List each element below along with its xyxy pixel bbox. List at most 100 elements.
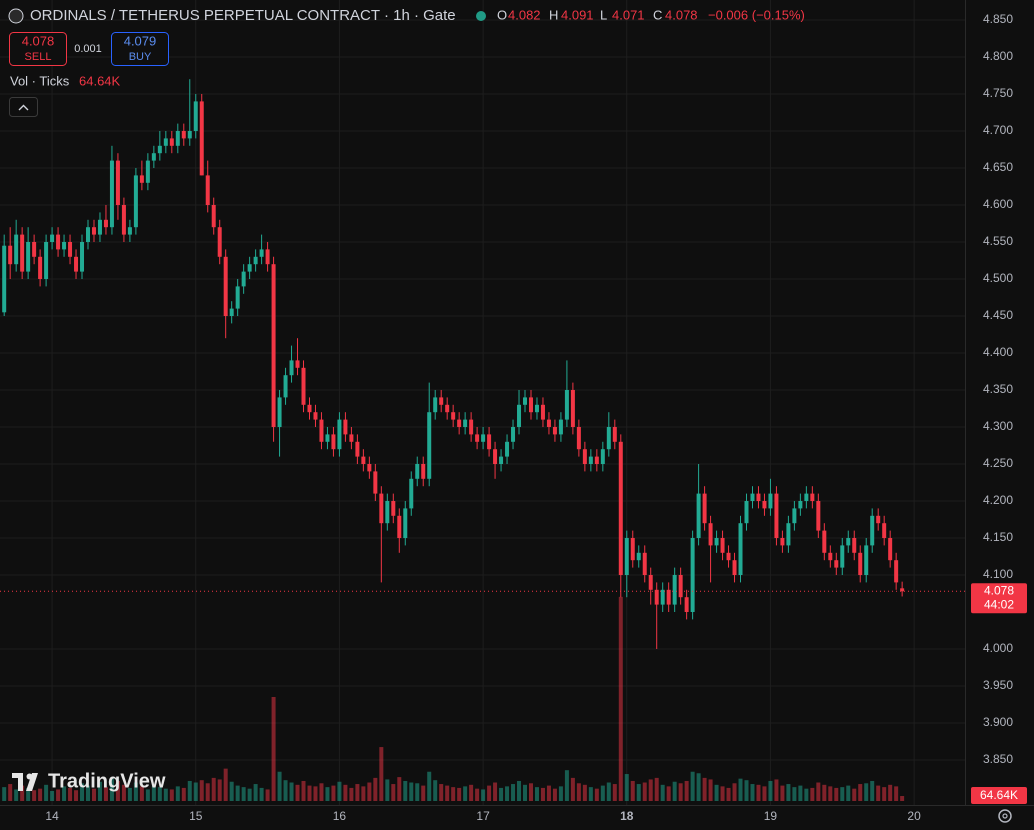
candle-body <box>205 175 210 205</box>
volume-bar <box>834 787 839 801</box>
volume-bar <box>20 785 25 801</box>
candle-body <box>822 530 827 553</box>
candle-body <box>103 219 108 228</box>
volume-bar <box>876 785 881 801</box>
volume-bar <box>403 780 408 801</box>
volume-bar <box>666 786 671 801</box>
candle-body <box>319 419 324 442</box>
candle-body <box>738 523 743 575</box>
volume-bar <box>175 786 180 801</box>
volume-bar <box>708 779 713 801</box>
volume-bar <box>235 785 240 801</box>
volume-bar <box>8 784 13 801</box>
status-dot <box>476 11 486 21</box>
volume-bar <box>187 780 192 801</box>
volume-bar <box>421 785 426 801</box>
collapse-button[interactable] <box>9 97 38 117</box>
ohlc-value: 4.091 <box>561 7 594 22</box>
sell-button[interactable] <box>9 32 67 66</box>
candle-body <box>588 456 593 464</box>
volume-bar <box>121 784 126 801</box>
candle-body <box>774 493 779 538</box>
volume-bar <box>612 784 617 801</box>
watermark: TradingView <box>48 770 166 792</box>
volume-bar <box>774 779 779 801</box>
candle-body <box>211 205 216 228</box>
candle-body <box>133 175 138 228</box>
volume-bar <box>139 786 144 801</box>
candle-body <box>109 160 114 228</box>
buy-label: BUY <box>129 51 152 63</box>
volume-bar <box>768 780 773 801</box>
volume-bar <box>157 787 162 801</box>
volume-bar <box>379 747 384 801</box>
candle-body <box>630 538 635 561</box>
volume-legend: Vol · Ticks <box>10 73 70 88</box>
candle-body <box>85 227 90 242</box>
candle-body <box>355 441 360 457</box>
candle-body <box>193 101 198 131</box>
volume-bar <box>38 788 43 801</box>
volume-bar <box>463 786 468 801</box>
candle-body <box>97 219 102 235</box>
y-tick-label: 3.850 <box>983 752 1013 766</box>
price-tag-value: 4.078 <box>984 583 1014 597</box>
candle-body <box>445 404 450 413</box>
volume-bar <box>882 787 887 801</box>
candle-body <box>247 264 252 272</box>
volume-bar <box>391 784 396 801</box>
volume-bar <box>217 779 222 801</box>
candle-body <box>80 242 85 272</box>
candle-body <box>403 508 408 538</box>
volume-bar <box>56 789 61 801</box>
candle-body <box>349 434 354 442</box>
settings-icon[interactable] <box>998 809 1012 823</box>
volume-bar <box>271 697 276 801</box>
candle-body <box>62 242 67 250</box>
candle-body <box>894 560 899 583</box>
volume-bar <box>852 788 857 801</box>
candle-body <box>301 367 306 405</box>
volume-bar <box>511 784 516 801</box>
x-tick-label: 15 <box>189 809 203 823</box>
volume-bar <box>133 782 138 801</box>
candle-body <box>786 523 791 546</box>
volume-bar <box>427 771 432 801</box>
sell-price: 4.078 <box>22 33 55 48</box>
volume-bar <box>361 786 366 801</box>
candle-body <box>888 538 893 561</box>
candle-body <box>121 205 126 235</box>
candle-body <box>606 427 611 450</box>
ohlc-value: 4.071 <box>612 7 645 22</box>
buy-button[interactable] <box>111 32 169 66</box>
volume-bar <box>319 783 324 801</box>
volume-bar <box>415 783 420 801</box>
candle-body <box>199 101 204 176</box>
candle-body <box>2 245 7 313</box>
volume-bar <box>786 784 791 801</box>
volume-bar <box>32 790 37 801</box>
gear[interactable] <box>998 809 1012 823</box>
candle-body <box>528 397 533 413</box>
candle-body <box>289 360 294 376</box>
x-tick-label: 19 <box>764 809 778 823</box>
volume-bar <box>582 784 587 801</box>
candle-body <box>756 493 761 501</box>
x-tick-label: 20 <box>907 809 921 823</box>
candle-body <box>145 160 150 183</box>
volume-bar <box>744 780 749 801</box>
candle-body <box>618 441 623 575</box>
candle-body <box>870 515 875 546</box>
candle-body <box>229 308 234 316</box>
volume-bar <box>546 785 551 801</box>
volume-bar <box>624 774 629 801</box>
candle-body <box>642 552 647 575</box>
volume-bar <box>2 787 7 801</box>
candle-body <box>181 131 186 139</box>
volume-bar <box>894 786 899 801</box>
volume-bar <box>732 783 737 801</box>
volume-bar <box>14 789 19 801</box>
volume-bar <box>109 778 114 801</box>
candle-body <box>187 131 192 139</box>
